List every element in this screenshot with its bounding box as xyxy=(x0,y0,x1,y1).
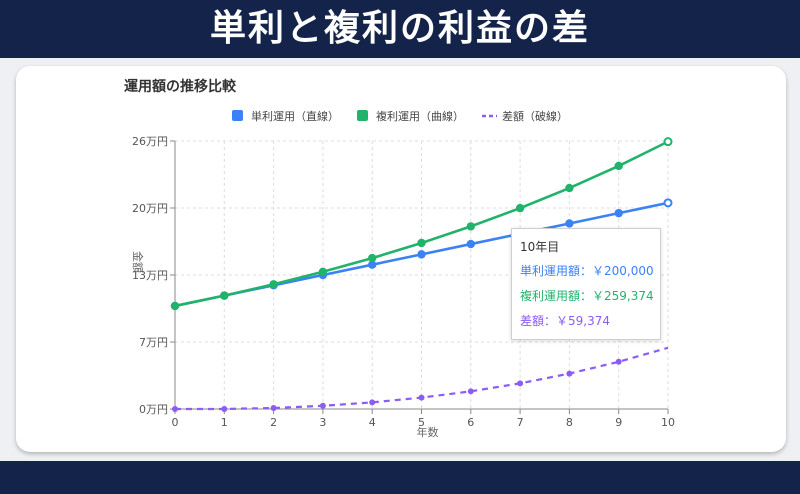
x-tick-label: 0 xyxy=(172,416,179,429)
y-axis-title: 金額 xyxy=(131,251,145,273)
footer-bar xyxy=(0,461,800,494)
data-point xyxy=(270,404,277,411)
data-point xyxy=(615,358,622,365)
data-point xyxy=(467,388,474,395)
tooltip-simple-value: 単利運用額：￥200,000 xyxy=(520,264,654,278)
banner-title: 単利と複利の利益の差 xyxy=(209,8,590,49)
chart-title: 運用額の推移比較 xyxy=(124,79,236,95)
data-point xyxy=(614,161,623,171)
chart-tooltip: 10年目 単利運用額：￥200,000 複利運用額：￥259,374 差額：￥5… xyxy=(511,228,661,340)
x-tick-label: 10 xyxy=(661,416,675,429)
tooltip-compound-value: 複利運用額：￥259,374 xyxy=(520,289,654,303)
x-tick-label: 1 xyxy=(221,416,228,429)
x-axis-title: 年数 xyxy=(417,425,439,439)
data-point xyxy=(368,253,377,263)
x-tick-label: 9 xyxy=(615,416,622,429)
data-point xyxy=(369,399,376,406)
data-point xyxy=(221,406,228,412)
data-point xyxy=(170,301,180,311)
x-tick-label: 3 xyxy=(319,416,326,429)
tooltip-diff-value: 差額：￥59,374 xyxy=(520,314,610,328)
data-point xyxy=(466,239,475,249)
data-point xyxy=(220,291,229,300)
y-tick-label: 0万円 xyxy=(139,403,168,416)
data-point xyxy=(517,380,524,387)
y-tick-label: 13万円 xyxy=(132,269,168,282)
data-point xyxy=(515,203,525,213)
data-point xyxy=(368,260,377,269)
x-tick-label: 4 xyxy=(369,416,376,429)
y-tick-label: 7万円 xyxy=(139,336,168,349)
y-tick-label: 20万円 xyxy=(132,202,168,215)
data-point xyxy=(172,406,178,412)
data-point xyxy=(466,222,475,231)
x-tick-label: 6 xyxy=(467,416,474,429)
legend-label: 複利運用（曲線） xyxy=(376,109,464,123)
data-point xyxy=(269,280,278,289)
x-tick-label: 2 xyxy=(270,416,277,429)
data-point xyxy=(566,370,573,377)
header-bar xyxy=(0,0,800,58)
legend-swatch xyxy=(357,110,368,121)
data-point xyxy=(319,402,326,409)
legend-label: 差額（破線） xyxy=(502,109,568,123)
x-tick-label: 7 xyxy=(517,416,524,429)
tooltip-title: 10年目 xyxy=(520,240,560,254)
legend-swatch xyxy=(232,110,243,121)
legend-label: 単利運用（直線） xyxy=(251,109,339,123)
data-point xyxy=(663,137,673,147)
data-point xyxy=(417,250,426,259)
y-tick-label: 26万円 xyxy=(132,135,168,148)
data-point xyxy=(417,238,426,248)
x-tick-label: 5 xyxy=(418,416,425,429)
data-point xyxy=(318,267,328,277)
data-point xyxy=(663,198,673,208)
data-point xyxy=(614,208,623,218)
data-point xyxy=(418,394,425,401)
x-tick-label: 8 xyxy=(566,416,573,429)
data-point xyxy=(565,219,574,228)
data-point xyxy=(565,183,574,193)
